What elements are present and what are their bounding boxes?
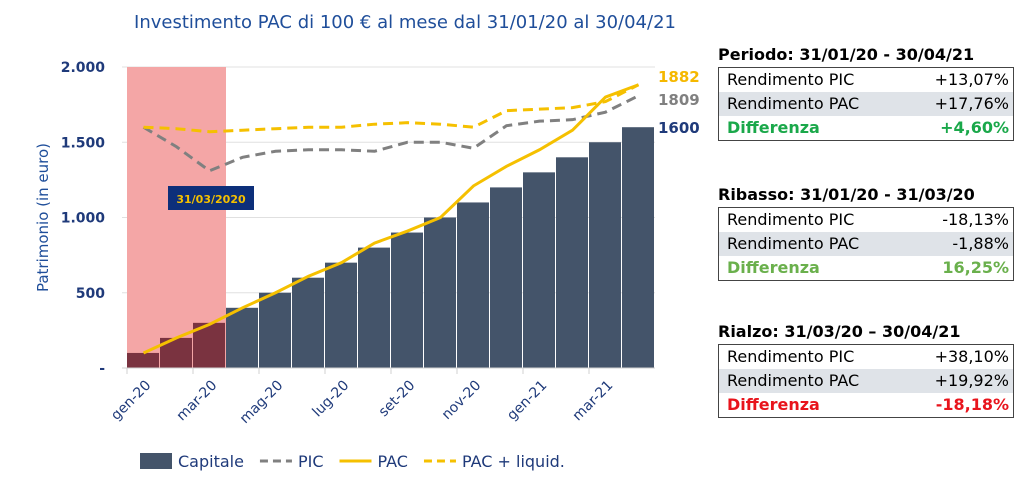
line-pac-liquid-	[143, 83, 640, 134]
row-label: Rendimento PIC	[727, 347, 855, 366]
legend-label: Capitale	[178, 452, 244, 471]
panel-heading: Periodo: 31/01/20 - 30/04/21	[718, 45, 975, 64]
row-value: +38,10%	[934, 347, 1009, 366]
table-row: Differenza +4,60%	[719, 116, 1013, 140]
bar-capitale	[391, 232, 423, 368]
x-tick-label: mar-21	[570, 378, 617, 425]
x-tick-label: set-20	[376, 378, 419, 421]
table-row: Rendimento PAC +19,92%	[719, 369, 1013, 393]
bar-capitale	[325, 262, 357, 368]
table-row: Rendimento PIC +38,10%	[719, 345, 1013, 369]
bar-capitale	[589, 142, 621, 368]
summary-table: Rendimento PIC -18,13% Rendimento PAC -1,88…	[718, 207, 1014, 281]
table-row: Rendimento PAC +17,76%	[719, 92, 1013, 116]
row-value: +4,60%	[940, 118, 1009, 137]
bar-capitale	[424, 217, 456, 368]
line-pac	[142, 83, 640, 355]
legend-swatch	[140, 453, 172, 469]
row-label: Rendimento PIC	[727, 210, 855, 229]
table-row: Rendimento PAC -1,88%	[719, 232, 1013, 256]
panel-heading: Rialzo: 31/03/20 – 30/04/21	[718, 322, 961, 341]
summary-table: Rendimento PIC +13,07% Rendimento PAC +17,7…	[718, 67, 1014, 141]
bar-capitale	[358, 247, 390, 368]
bar-capitale	[556, 157, 588, 368]
x-tick-label: mag-20	[237, 378, 286, 427]
row-value: -18,18%	[935, 395, 1009, 414]
row-label: Differenza	[727, 118, 820, 137]
end-value-label: 1809	[658, 91, 700, 109]
x-tick-label: gen-20	[108, 378, 154, 424]
x-tick-label: mar-20	[174, 378, 221, 425]
row-value: 16,25%	[942, 258, 1009, 277]
bar-capitale	[457, 202, 489, 368]
chart-title: Investimento PAC di 100 € al mese dal 31…	[134, 12, 676, 33]
row-label: Rendimento PIC	[727, 70, 855, 89]
y-tick-label: 1.000	[61, 211, 106, 227]
row-value: +19,92%	[934, 371, 1009, 390]
x-tick-label: gen-21	[504, 378, 550, 424]
bar-capitale	[523, 172, 555, 368]
y-tick-label: 1.500	[61, 135, 106, 151]
summary-table: Rendimento PIC +38,10% Rendimento PAC +19,9…	[718, 344, 1014, 418]
row-value: -18,13%	[942, 210, 1009, 229]
date-badge-label: 31/03/2020	[176, 193, 246, 206]
legend-label: PAC	[378, 452, 408, 471]
summary-panel: Periodo: 31/01/20 - 30/04/21 Rendimento P…	[718, 45, 1014, 141]
line-pic	[142, 94, 640, 173]
y-tick-label: -	[99, 361, 105, 377]
row-label: Rendimento PAC	[727, 94, 860, 113]
panel-heading: Ribasso: 31/01/20 - 31/03/20	[718, 185, 975, 204]
bar-capitale	[292, 277, 324, 368]
summary-panel: Ribasso: 31/01/20 - 31/03/20 Rendimento P…	[718, 185, 1014, 281]
row-value: +13,07%	[934, 70, 1009, 89]
table-row: Rendimento PIC -18,13%	[719, 208, 1013, 232]
bar-capitale	[226, 307, 258, 368]
table-row: Rendimento PIC +13,07%	[719, 68, 1013, 92]
y-tick-label: 2.000	[61, 60, 106, 76]
row-label: Differenza	[727, 258, 820, 277]
y-tick-label: 500	[76, 286, 105, 302]
x-tick-label: lug-20	[310, 378, 353, 421]
table-row: Differenza 16,25%	[719, 256, 1013, 280]
bar-capitale	[622, 127, 654, 368]
row-label: Rendimento PAC	[727, 371, 860, 390]
row-label: Rendimento PAC	[727, 234, 860, 253]
table-row: Differenza -18,18%	[719, 393, 1013, 417]
summary-panel: Rialzo: 31/03/20 – 30/04/21 Rendimento PI…	[718, 322, 1014, 418]
x-tick-label: nov-20	[439, 378, 484, 423]
legend-label: PIC	[298, 452, 324, 471]
date-badge	[168, 186, 254, 210]
end-value-label: 1882	[658, 68, 700, 86]
bar-capitale	[490, 187, 522, 368]
chart: Investimento PAC di 100 € al mese dal 31…	[34, 12, 700, 471]
bar-capitale	[127, 352, 159, 368]
row-value: -1,88%	[952, 234, 1009, 253]
highlight-region	[127, 67, 226, 368]
row-label: Differenza	[727, 395, 820, 414]
y-axis-label: Patrimonio (in euro)	[34, 143, 52, 292]
row-value: +17,76%	[934, 94, 1009, 113]
legend-label: PAC + liquid.	[462, 452, 565, 471]
end-value-label: 1600	[658, 119, 700, 137]
bar-capitale	[259, 292, 291, 368]
